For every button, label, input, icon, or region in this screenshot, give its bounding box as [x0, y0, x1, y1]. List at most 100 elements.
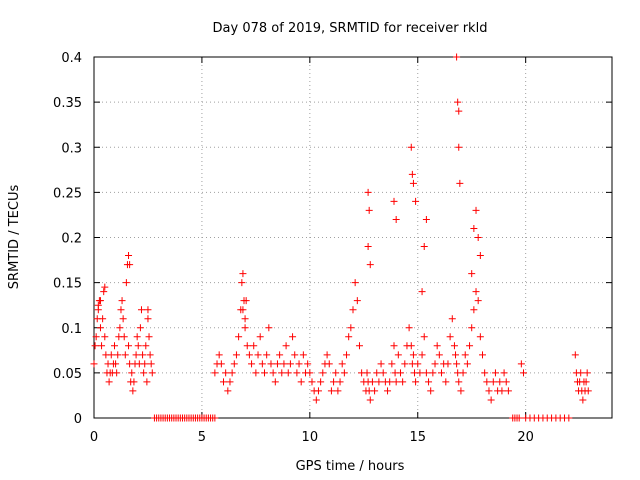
data-point-marker — [128, 369, 136, 377]
data-point — [470, 306, 478, 314]
data-point-marker — [408, 170, 416, 178]
data-point — [120, 333, 128, 341]
data-point-marker — [453, 360, 461, 368]
data-point-marker — [345, 333, 353, 341]
data-point — [456, 179, 464, 187]
data-point-marker — [355, 342, 363, 350]
data-point-marker — [96, 324, 104, 332]
data-point-marker — [239, 306, 247, 314]
data-point-marker — [139, 351, 147, 359]
data-point — [422, 369, 430, 377]
data-point-marker — [245, 351, 253, 359]
data-point — [498, 387, 506, 395]
data-point-marker — [276, 351, 284, 359]
data-point — [289, 333, 297, 341]
y-tick-label: 0.2 — [61, 232, 82, 247]
data-point — [100, 288, 108, 296]
x-tick-label: 0 — [90, 430, 98, 445]
data-point-marker — [101, 333, 109, 341]
data-point — [140, 369, 148, 377]
data-point — [565, 414, 573, 422]
data-point-marker — [343, 351, 351, 359]
data-point — [308, 378, 316, 386]
data-point — [230, 360, 238, 368]
data-point-marker — [132, 351, 140, 359]
data-point — [125, 252, 133, 260]
data-point-marker — [363, 369, 371, 377]
chart-title: Day 078 of 2019, SRMTID for receiver rkl… — [213, 21, 488, 36]
data-point-marker — [384, 387, 392, 395]
data-point — [583, 369, 591, 377]
data-point-marker — [468, 270, 476, 278]
data-point — [366, 261, 374, 269]
data-point-marker — [517, 360, 525, 368]
x-tick-label: 20 — [517, 430, 534, 445]
data-point — [582, 378, 590, 386]
data-point — [319, 369, 327, 377]
data-point-marker — [502, 378, 510, 386]
data-point — [258, 360, 266, 368]
data-point — [571, 351, 579, 359]
data-point-marker — [351, 279, 359, 287]
data-point — [476, 333, 484, 341]
data-point — [107, 351, 115, 359]
data-point-marker — [571, 351, 579, 359]
data-point — [211, 369, 219, 377]
data-point-marker — [267, 360, 275, 368]
data-point — [117, 306, 125, 314]
data-point — [276, 351, 284, 359]
data-point-marker — [293, 369, 301, 377]
data-point-marker — [121, 351, 129, 359]
data-point — [235, 333, 243, 341]
y-tick-label: 0 — [74, 412, 82, 427]
data-point — [520, 369, 528, 377]
data-point — [392, 215, 400, 223]
data-point-marker — [407, 342, 415, 350]
data-point — [112, 360, 120, 368]
data-point — [373, 369, 381, 377]
data-point — [119, 315, 127, 323]
data-point — [487, 396, 495, 404]
data-point — [345, 333, 353, 341]
data-point-marker — [392, 215, 400, 223]
data-point — [113, 369, 121, 377]
data-point — [412, 197, 420, 205]
data-point — [366, 396, 374, 404]
data-point-marker — [364, 243, 372, 251]
data-point — [142, 342, 150, 350]
data-point-marker — [278, 369, 286, 377]
data-point — [116, 324, 124, 332]
data-point — [241, 324, 249, 332]
data-point — [418, 351, 426, 359]
data-point — [394, 351, 402, 359]
data-point-marker — [299, 351, 307, 359]
data-point — [455, 143, 463, 151]
data-point-marker — [144, 306, 152, 314]
data-point — [282, 342, 290, 350]
data-point-marker — [101, 283, 109, 291]
data-point-marker — [577, 369, 585, 377]
data-point — [457, 387, 465, 395]
data-point-marker — [388, 360, 396, 368]
data-point-marker — [338, 360, 346, 368]
data-point-marker — [256, 333, 264, 341]
data-point — [448, 315, 456, 323]
data-point-marker — [241, 315, 249, 323]
data-point-marker — [472, 206, 480, 214]
data-point-marker — [472, 288, 480, 296]
data-point-marker — [584, 387, 592, 395]
data-point — [101, 333, 109, 341]
data-point — [220, 378, 227, 386]
data-point-marker — [386, 378, 394, 386]
data-point-marker — [515, 414, 523, 422]
data-point — [146, 351, 154, 359]
data-point-marker — [401, 360, 409, 368]
data-point — [483, 378, 491, 386]
y-tick-label: 0.15 — [53, 277, 82, 292]
data-point-marker — [91, 342, 99, 350]
data-point-marker — [418, 351, 426, 359]
data-point — [248, 360, 256, 368]
data-point — [143, 378, 151, 386]
data-point — [463, 360, 471, 368]
data-point-marker — [396, 369, 404, 377]
